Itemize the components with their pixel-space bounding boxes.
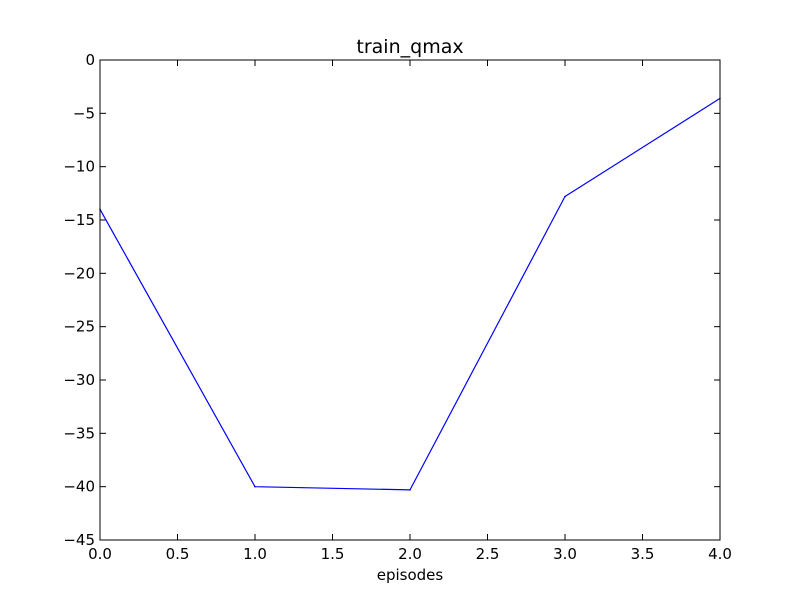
x-tick-label: 3.5 xyxy=(631,545,655,563)
x-tick-label: 1.5 xyxy=(321,545,345,563)
data-point xyxy=(409,489,411,491)
x-tick-label: 3.0 xyxy=(553,545,577,563)
x-axis-label: episodes xyxy=(377,566,444,584)
y-axis-ticks: 0 −5 −10 −15 −20 −25 −30 −35 −40 −45 xyxy=(63,51,720,549)
y-tick-label: −45 xyxy=(63,531,95,549)
x-tick-label: 2.5 xyxy=(476,545,500,563)
x-tick-label: 0.0 xyxy=(88,545,112,563)
y-tick-label: −15 xyxy=(63,211,95,229)
x-tick-label: 1.0 xyxy=(243,545,267,563)
data-point xyxy=(564,195,566,198)
x-tick-label: 2.0 xyxy=(398,545,422,563)
x-tick-label: 0.5 xyxy=(166,545,190,563)
y-tick-label: −10 xyxy=(63,158,95,176)
y-tick-label: −5 xyxy=(73,104,95,122)
y-tick-label: 0 xyxy=(85,51,95,69)
y-tick-label: −40 xyxy=(63,478,95,496)
y-tick-label: −20 xyxy=(63,264,95,282)
data-point xyxy=(254,485,256,488)
y-tick-label: −30 xyxy=(63,371,95,389)
plot-frame xyxy=(99,59,721,541)
y-tick-label: −25 xyxy=(63,318,95,336)
x-axis-ticks: 0.0 0.5 1.0 1.5 2.0 2.5 3.0 3.5 4.0 xyxy=(88,60,732,563)
chart-title: train_qmax xyxy=(356,36,463,58)
plot-area xyxy=(100,60,720,540)
x-tick-label: 4.0 xyxy=(708,545,732,563)
y-tick-label: −35 xyxy=(63,424,95,442)
